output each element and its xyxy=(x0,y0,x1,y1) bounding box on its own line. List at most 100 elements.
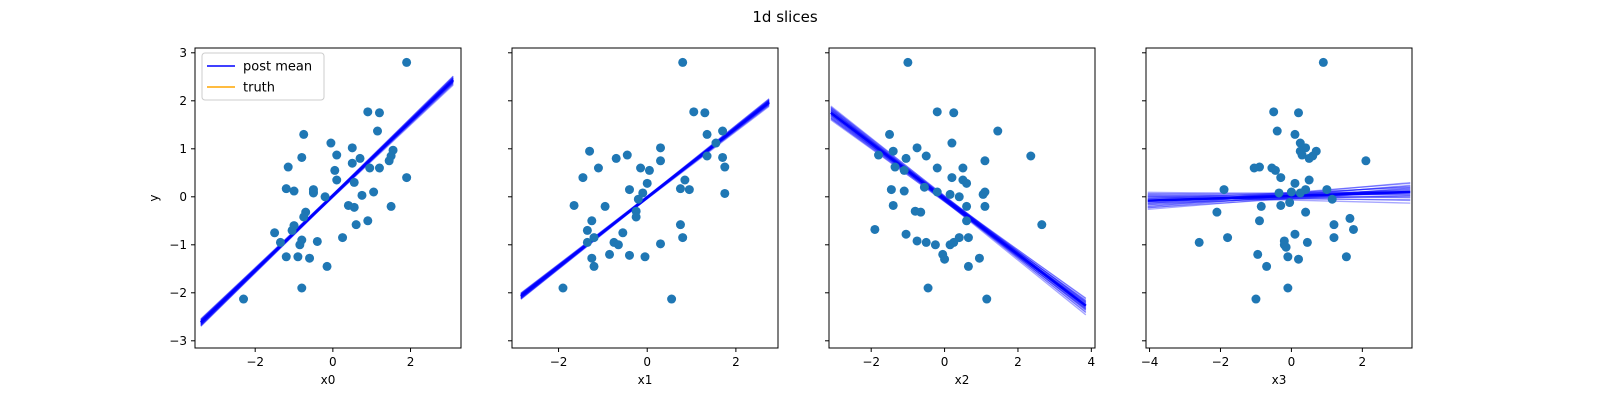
x-tick-label: 2 xyxy=(1014,355,1022,369)
y-tick-label: −1 xyxy=(169,238,187,252)
data-point xyxy=(678,57,688,67)
data-point xyxy=(270,228,280,238)
x-tick-label: 2 xyxy=(732,355,740,369)
post-sample-line xyxy=(830,119,1087,303)
data-point xyxy=(912,143,922,153)
data-point xyxy=(720,162,730,172)
data-point xyxy=(932,187,942,197)
data-point xyxy=(718,152,728,162)
legend: post mean truth xyxy=(201,52,325,101)
data-point xyxy=(720,188,730,198)
data-point xyxy=(1276,200,1286,210)
data-point xyxy=(1270,165,1280,175)
data-point xyxy=(363,107,373,117)
data-point xyxy=(1322,185,1332,195)
data-point xyxy=(308,187,318,197)
data-point xyxy=(1272,126,1282,136)
data-point xyxy=(384,156,394,166)
y-tick-label: 1 xyxy=(179,142,187,156)
data-point xyxy=(587,253,597,263)
data-point xyxy=(885,129,895,139)
data-point xyxy=(982,294,992,304)
data-point xyxy=(281,184,291,194)
data-point xyxy=(283,162,293,172)
data-point xyxy=(636,163,646,173)
data-point xyxy=(578,173,588,183)
post-mean-line xyxy=(520,101,770,298)
data-point xyxy=(644,165,654,175)
y-tick-label: 2 xyxy=(179,94,187,108)
data-point xyxy=(1254,216,1264,226)
data-point xyxy=(916,207,926,217)
data-point xyxy=(1341,252,1351,262)
data-point xyxy=(293,252,303,262)
data-point xyxy=(558,283,568,293)
data-point xyxy=(332,150,342,160)
data-point xyxy=(369,187,379,197)
data-point xyxy=(1301,207,1311,217)
data-point xyxy=(1329,233,1339,243)
data-point xyxy=(618,228,628,238)
data-point xyxy=(886,185,896,195)
data-point xyxy=(1037,220,1047,230)
data-point xyxy=(702,151,712,161)
data-point xyxy=(589,233,599,243)
data-point xyxy=(921,237,931,247)
data-point xyxy=(351,220,361,230)
y-tick-label: 0 xyxy=(179,190,187,204)
data-point xyxy=(624,250,634,260)
data-point xyxy=(1026,151,1036,161)
data-point xyxy=(275,237,285,247)
data-point xyxy=(870,224,880,234)
data-point xyxy=(954,192,964,202)
y-tick-label: −2 xyxy=(169,286,187,300)
data-point xyxy=(993,126,1003,136)
data-point xyxy=(402,57,412,67)
x-tick-label: −2 xyxy=(550,355,568,369)
data-point xyxy=(365,163,375,173)
data-point xyxy=(357,190,367,200)
data-point xyxy=(1290,129,1300,139)
data-point xyxy=(589,261,599,271)
data-point xyxy=(980,156,990,166)
data-point xyxy=(689,107,699,117)
data-point xyxy=(1304,175,1314,185)
data-point xyxy=(297,152,307,162)
axes-frame xyxy=(511,47,779,349)
data-point xyxy=(718,126,728,136)
data-point xyxy=(1294,254,1304,264)
data-point xyxy=(888,200,898,210)
post-sample-line xyxy=(830,110,1087,303)
data-point xyxy=(582,237,592,247)
x-tick-label: 0 xyxy=(643,355,651,369)
data-point xyxy=(962,201,972,211)
data-point xyxy=(680,175,690,185)
legend-label: post mean xyxy=(243,60,312,75)
data-point xyxy=(888,146,898,156)
data-point xyxy=(1304,153,1314,163)
data-point xyxy=(638,188,648,198)
data-point xyxy=(386,201,396,211)
axes-frame xyxy=(194,47,462,349)
scatter-points xyxy=(1194,57,1371,304)
data-point xyxy=(287,225,297,235)
data-point xyxy=(1285,198,1295,208)
data-point xyxy=(349,202,359,212)
data-point xyxy=(675,220,685,230)
data-point xyxy=(940,254,950,264)
x-axis-label: x3 xyxy=(1272,373,1287,387)
data-point xyxy=(642,178,652,188)
data-point xyxy=(963,261,973,271)
data-point xyxy=(582,225,592,235)
data-point xyxy=(945,240,955,250)
data-point xyxy=(1294,108,1304,118)
data-point xyxy=(678,233,688,243)
data-point xyxy=(930,240,940,250)
x-tick-label: −2 xyxy=(862,355,880,369)
x-tick-label: 2 xyxy=(1359,355,1367,369)
data-point xyxy=(912,236,922,246)
x-tick-label: −2 xyxy=(1212,355,1230,369)
data-point xyxy=(901,229,911,239)
scatter-points xyxy=(239,57,412,304)
data-point xyxy=(281,252,291,262)
